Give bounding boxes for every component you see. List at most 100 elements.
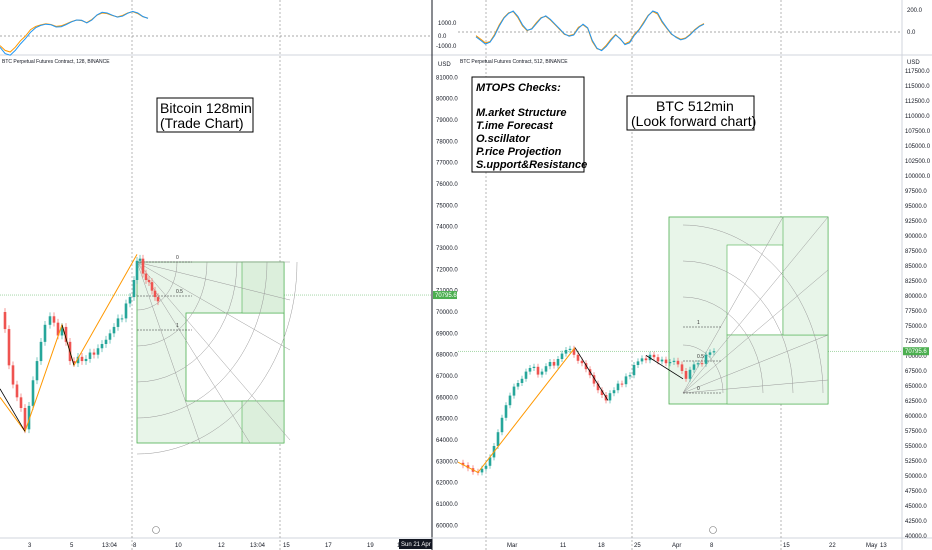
- mid-osc-tick-2: -1000.0: [436, 44, 457, 50]
- right-swing-down2: [645, 355, 684, 380]
- right-oscillator-series-1: [475, 10, 705, 52]
- right-price-candle: [660, 359, 664, 362]
- left-price-candle: [84, 358, 88, 362]
- left-title-box[interactable]: Bitcoin 128min (Trade Chart): [156, 97, 254, 133]
- right-price-candle: [572, 348, 576, 355]
- left-price-candle: [96, 348, 100, 355]
- left-price-candle: [7, 329, 11, 366]
- left-fib-fan-line: [136, 261, 291, 351]
- right-price-tick: 47500.0: [905, 489, 927, 495]
- left-price-candle: [141, 258, 145, 274]
- right-price-tick: 100000.0: [905, 174, 931, 180]
- left-fib-label-1: 0.5: [176, 289, 183, 295]
- left-price-candle: [104, 339, 108, 344]
- right-price-candle: [496, 432, 500, 446]
- right-price-candle: [544, 366, 548, 372]
- right-price-candle: [712, 351, 716, 353]
- left-price-tick: 64000.0: [436, 438, 458, 444]
- left-price-tick: 68000.0: [436, 353, 458, 359]
- right-price-tick: 82500.0: [905, 279, 927, 285]
- right-price-candle: [484, 465, 488, 469]
- left-time-tick: 12: [218, 543, 225, 549]
- right-price-candle: [652, 354, 656, 358]
- mtops-title: MTOPS Checks:: [476, 82, 561, 94]
- right-fib-fan-line: [682, 334, 829, 394]
- right-fib-label-0: 1: [697, 320, 700, 326]
- left-fib-corner-bottom: [241, 400, 285, 444]
- left-fib-arc: [136, 261, 298, 455]
- left-price-candle: [128, 297, 132, 304]
- left-fib-fan-line: [136, 261, 291, 301]
- left-price-candle: [120, 318, 124, 320]
- right-title-line1: BTC 512min: [656, 98, 734, 114]
- right-price-candle: [580, 360, 584, 364]
- right-price-candle: [616, 383, 620, 391]
- right-time-tick: 22: [829, 543, 836, 549]
- right-price-candle: [568, 348, 572, 350]
- left-price-tick: 79000.0: [436, 118, 458, 124]
- mtops-box[interactable]: MTOPS Checks: M.arket Structure T.ime Fo…: [471, 76, 587, 173]
- right-price-tick: 50000.0: [905, 474, 927, 480]
- left-swing-down2: [61, 324, 75, 366]
- left-price-candle: [153, 290, 157, 298]
- right-price-candle: [596, 383, 600, 391]
- left-fib-corner-top: [241, 261, 285, 314]
- right-price-tick: 117500.0: [905, 69, 930, 75]
- right-fib-inner: [726, 244, 784, 336]
- left-price-candle: [150, 282, 154, 291]
- right-price-candle: [461, 462, 465, 466]
- right-price-candle: [512, 386, 516, 396]
- right-price-candle: [560, 353, 564, 359]
- right-price-candle: [664, 359, 668, 364]
- left-usd-label: USD: [438, 62, 451, 68]
- right-price-tick: 72500.0: [905, 339, 927, 345]
- right-time-tick: 25: [634, 543, 641, 549]
- mid-osc-tick-1: 0.0: [438, 34, 447, 40]
- left-time-tick: 13:04: [102, 543, 118, 549]
- mtops-item-price: P.rice Projection: [476, 146, 562, 158]
- left-fib-label-0: 0: [176, 255, 179, 261]
- left-price-candle: [138, 258, 142, 261]
- left-price-candle: [48, 316, 52, 325]
- right-price-candle: [696, 363, 700, 365]
- left-price-candle: [100, 344, 104, 349]
- right-fib-label-2: 0: [697, 386, 700, 392]
- left-time-tick: 3: [28, 543, 32, 549]
- right-price-tick: 87500.0: [905, 249, 927, 255]
- right-oscillator-series-0: [475, 11, 705, 51]
- right-osc-tick-1: 0.0: [907, 30, 916, 36]
- fib-projection-layer: 0 0.5 1 1 0.5 0: [136, 216, 829, 455]
- right-price-candle: [488, 457, 492, 466]
- left-price-tick: 77000.0: [436, 161, 458, 167]
- left-fib-arc: [136, 261, 238, 383]
- right-price-candle: [608, 393, 612, 401]
- left-time-tick: 5: [70, 543, 74, 549]
- left-price-tick: 62000.0: [436, 481, 458, 487]
- right-fib-arc: [682, 224, 824, 394]
- right-price-candle: [504, 405, 508, 418]
- left-time-tick: 13:04: [250, 543, 266, 549]
- right-fib-fan-line: [682, 216, 784, 394]
- left-price-candle: [64, 326, 68, 342]
- event-icon-1: [709, 526, 717, 534]
- left-price-candle: [92, 352, 96, 355]
- crosshair-time-bg: [399, 539, 432, 549]
- left-price-tick: 75000.0: [436, 203, 458, 209]
- right-price-tick: 75000.0: [905, 324, 927, 330]
- right-price-tick: 70000.0: [905, 354, 927, 360]
- left-oscillator-series-0: [0, 11, 149, 53]
- right-price-tick: 65000.0: [905, 384, 927, 390]
- right-price-candle: [552, 362, 556, 366]
- right-price-tick: 85000.0: [905, 264, 927, 270]
- right-time-tick: 8: [710, 543, 714, 549]
- left-price-tick: 63000.0: [436, 459, 458, 465]
- left-price-candle: [116, 318, 120, 327]
- left-price-candle: [124, 303, 128, 319]
- left-price-candle: [135, 260, 139, 280]
- left-price-candle: [11, 365, 15, 385]
- left-price-tick: 78000.0: [436, 139, 458, 145]
- right-price-tick: 42500.0: [905, 519, 927, 525]
- right-title-box[interactable]: BTC 512min (Look forward chart): [626, 95, 756, 131]
- right-price-candle: [584, 363, 588, 370]
